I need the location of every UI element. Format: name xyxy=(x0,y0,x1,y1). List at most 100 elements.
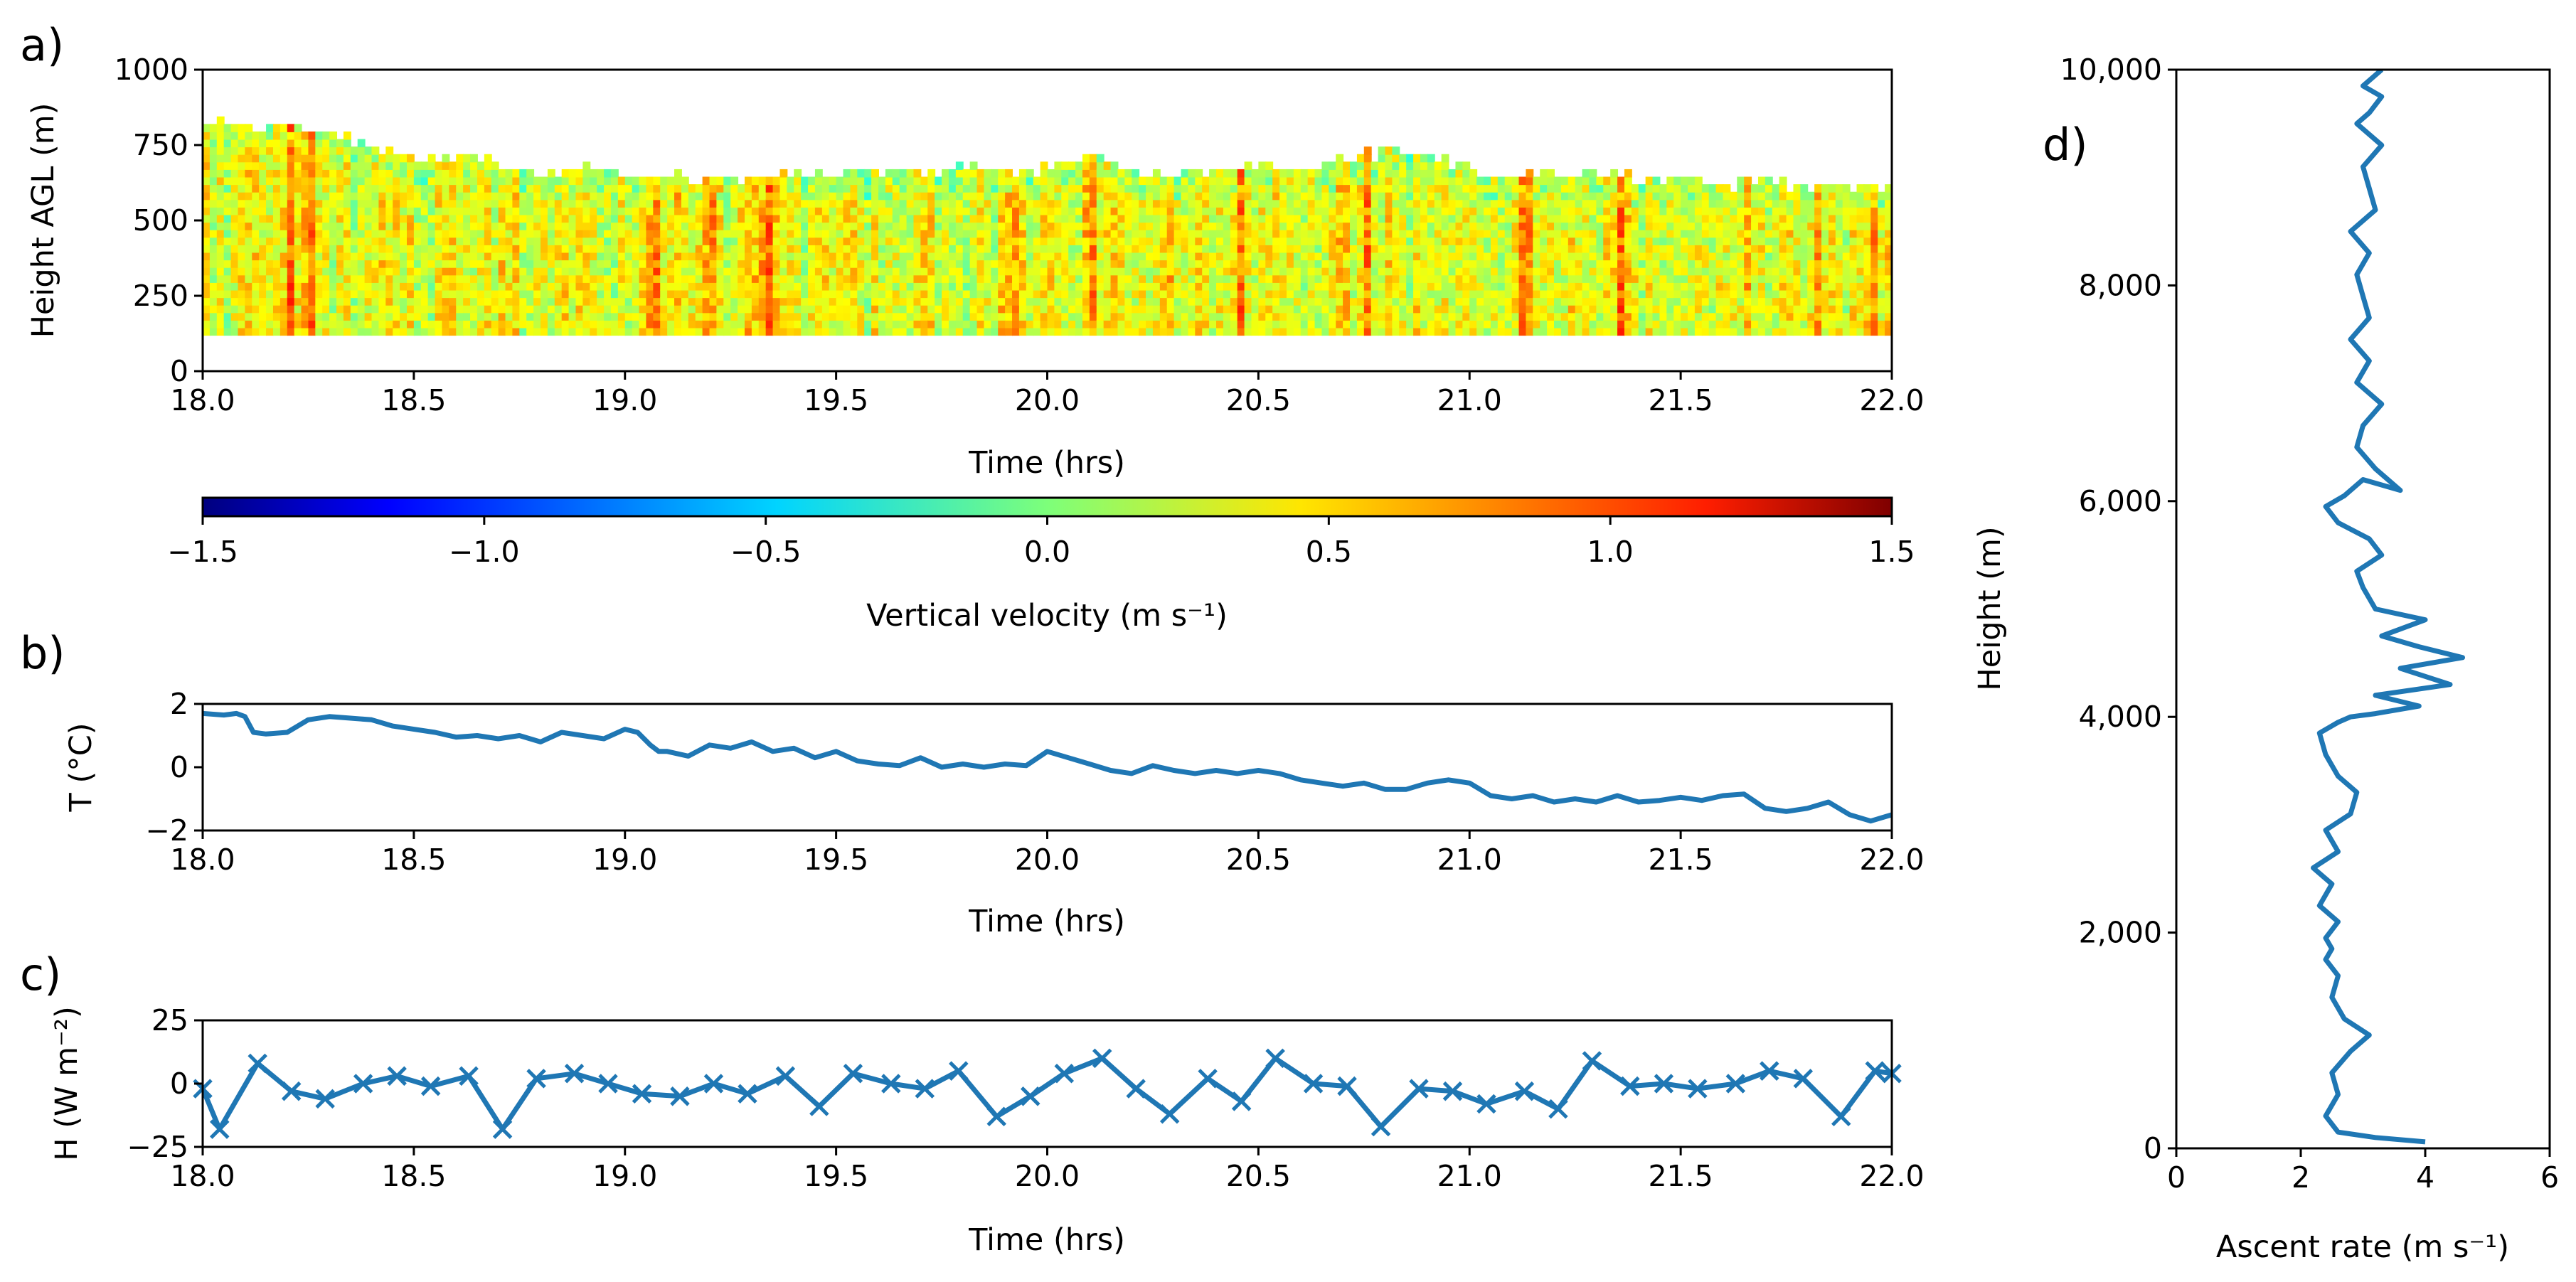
heatmap-cell xyxy=(568,274,577,283)
heatmap-cell xyxy=(1547,206,1555,215)
heatmap-cell xyxy=(1209,312,1217,321)
heatmap-cell xyxy=(899,169,908,178)
heatmap-cell xyxy=(287,282,295,291)
heatmap-cell xyxy=(1040,184,1048,193)
heatmap-cell xyxy=(688,267,696,276)
heatmap-cell xyxy=(280,297,288,306)
heatmap-cell xyxy=(1427,161,1435,170)
heatmap-cell xyxy=(1223,297,1231,306)
heatmap-cell xyxy=(1378,252,1386,261)
heatmap-cell xyxy=(238,124,246,132)
heatmap-cell xyxy=(850,229,858,238)
heatmap-cell xyxy=(1265,176,1274,186)
heatmap-cell xyxy=(1279,282,1287,291)
heatmap-cell xyxy=(1476,252,1485,261)
heatmap-cell xyxy=(371,304,380,314)
heatmap-cell xyxy=(1103,327,1112,336)
heatmap-cell xyxy=(1659,184,1668,193)
heatmap-cell xyxy=(1026,176,1034,186)
heatmap-cell xyxy=(1068,327,1077,336)
heatmap-cell xyxy=(1533,184,1541,193)
heatmap-cell xyxy=(821,282,830,291)
heatmap-cell xyxy=(491,267,499,276)
heatmap-cell xyxy=(1673,252,1682,261)
heatmap-cell xyxy=(541,206,548,215)
heatmap-cell xyxy=(998,289,1006,299)
heatmap-cell xyxy=(1751,319,1759,328)
heatmap-cell xyxy=(1385,214,1393,223)
heatmap-cell xyxy=(955,229,964,238)
heatmap-cell xyxy=(1568,297,1576,306)
heatmap-cell xyxy=(1533,252,1541,261)
heatmap-cell xyxy=(280,124,288,132)
heatmap-cell xyxy=(744,206,752,215)
heatmap-cell xyxy=(1152,222,1161,230)
heatmap-cell xyxy=(1026,282,1034,291)
heatmap-cell xyxy=(1018,176,1027,186)
heatmap-cell xyxy=(266,244,274,253)
heatmap-cell xyxy=(343,297,351,306)
heatmap-cell xyxy=(1096,184,1105,193)
heatmap-cell xyxy=(463,289,472,299)
heatmap-cell xyxy=(449,229,457,238)
heatmap-cell xyxy=(259,161,267,170)
heatmap-cell xyxy=(301,161,309,170)
heatmap-cell xyxy=(1005,229,1013,238)
heatmap-cell xyxy=(646,184,654,193)
heatmap-cell xyxy=(674,327,682,336)
heatmap-cell xyxy=(1075,297,1083,306)
heatmap-cell xyxy=(1371,319,1379,328)
heatmap-cell xyxy=(765,206,774,215)
heatmap-cell xyxy=(477,169,485,178)
heatmap-cell xyxy=(456,206,464,215)
heatmap-cell xyxy=(547,319,555,328)
heatmap-cell xyxy=(1533,199,1541,208)
heatmap-cell xyxy=(744,267,752,276)
heatmap-cell xyxy=(259,260,267,268)
heatmap-cell xyxy=(1603,274,1612,283)
heatmap-cell xyxy=(821,260,830,268)
heatmap-cell xyxy=(1195,319,1203,328)
heatmap-cell xyxy=(1490,282,1499,291)
heatmap-cell xyxy=(1152,327,1161,336)
heatmap-cell xyxy=(772,260,781,268)
heatmap-cell xyxy=(1166,237,1175,245)
heatmap-cell xyxy=(716,282,725,291)
heatmap-cell xyxy=(1244,252,1252,261)
heatmap-cell xyxy=(287,237,295,245)
heatmap-cell xyxy=(1455,252,1464,261)
heatmap-cell xyxy=(1420,199,1428,208)
heatmap-cell xyxy=(1490,176,1499,186)
heatmap-cell xyxy=(541,274,548,283)
heatmap-cell xyxy=(484,154,492,163)
heatmap-cell xyxy=(1568,237,1576,245)
heatmap-cell xyxy=(843,206,851,215)
heatmap-cell xyxy=(1434,184,1442,193)
heatmap-cell xyxy=(554,229,563,238)
heatmap-cell xyxy=(1610,206,1619,215)
heatmap-cell xyxy=(1103,237,1112,245)
heatmap-cell xyxy=(1638,304,1646,314)
heatmap-cell xyxy=(1040,289,1048,299)
heatmap-cell xyxy=(526,244,535,253)
heatmap-cell xyxy=(1005,319,1013,328)
heatmap-cell xyxy=(1659,191,1668,201)
heatmap-cell xyxy=(238,214,246,223)
heatmap-cell xyxy=(969,184,978,193)
heatmap-cell xyxy=(223,214,232,223)
heatmap-cell xyxy=(1230,206,1238,215)
heatmap-cell xyxy=(1329,191,1337,201)
heatmap-cell xyxy=(1568,260,1576,268)
heatmap-cell xyxy=(575,297,584,306)
heatmap-cell xyxy=(484,260,492,268)
heatmap-cell xyxy=(442,206,450,215)
heatmap-cell xyxy=(230,206,239,215)
heatmap-cell xyxy=(1173,229,1182,238)
heatmap-cell xyxy=(1385,169,1393,178)
heatmap-cell xyxy=(1350,274,1358,283)
heatmap-cell xyxy=(984,229,992,238)
heatmap-cell xyxy=(350,327,358,336)
heatmap-cell xyxy=(1265,327,1274,336)
heatmap-cell xyxy=(1638,237,1646,245)
heatmap-cell xyxy=(871,327,879,336)
